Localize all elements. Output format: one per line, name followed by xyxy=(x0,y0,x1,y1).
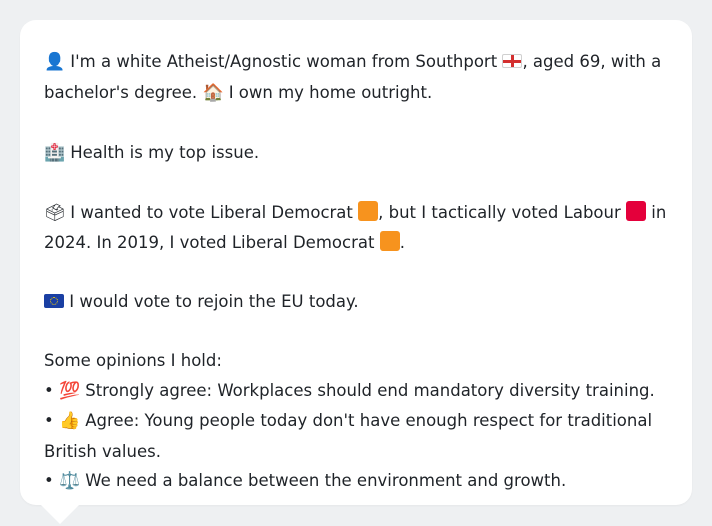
bullet: • xyxy=(44,380,54,400)
vote-text-e: . xyxy=(399,233,405,252)
red-square-icon xyxy=(626,200,647,221)
vote-line-2: 2024. In 2019, I voted Liberal Democrat … xyxy=(44,228,668,258)
demographics-line-1: 👤 I'm a white Atheist/Agnostic woman fro… xyxy=(44,47,668,78)
bullet: • xyxy=(44,411,54,430)
eu-text: I would vote to rejoin the EU today. xyxy=(69,292,359,311)
orange-square-icon xyxy=(358,200,379,221)
orange-square-icon xyxy=(379,231,400,251)
opinion-item-2-cont: British values. xyxy=(44,441,161,461)
opinion-text-2a: Agree: Young people today don't have eno… xyxy=(85,411,653,430)
vote-text-b: , but I tactically voted Labour xyxy=(378,202,621,222)
hundred-points-icon: 💯 xyxy=(58,380,81,401)
vote-text-a: I wanted to vote Liberal Democrat xyxy=(70,202,353,222)
vote-text-c: in xyxy=(651,202,667,222)
demographics-text-a: I'm a white Atheist/Agnostic woman from … xyxy=(70,52,498,71)
balance-scale-icon: ⚖️ xyxy=(58,471,81,491)
ballot-box-icon: 🗳 xyxy=(44,202,66,223)
opinion-item-1: • 💯 Strongly agree: Workplaces should en… xyxy=(44,376,668,407)
vote-line-1: 🗳 I wanted to vote Liberal Democrat , bu… xyxy=(44,198,668,229)
home-ownership-text: I own my home outright. xyxy=(228,82,433,102)
house-icon: 🏠 xyxy=(202,82,224,103)
bullet: • xyxy=(44,471,54,490)
eu-line: I would vote to rejoin the EU today. xyxy=(44,287,668,317)
person-silhouette-icon: 👤 xyxy=(44,52,66,72)
vote-text-d: 2024. In 2019, I voted Liberal Democrat xyxy=(44,233,375,252)
opinion-item-3: • ⚖️ We need a balance between the envir… xyxy=(44,466,668,497)
top-issue-line: 🏥 Health is my top issue. xyxy=(44,138,668,169)
persona-message-bubble: 👤 I'm a white Atheist/Agnostic woman fro… xyxy=(20,20,692,505)
hospital-icon: 🏥 xyxy=(44,142,66,163)
opinion-item-2: • 👍 Agree: Young people today don't have… xyxy=(44,406,668,437)
bubble-tail xyxy=(40,504,80,524)
top-issue-text: Health is my top issue. xyxy=(70,142,260,162)
opinion-text-3: We need a balance between the environmen… xyxy=(85,471,567,490)
england-flag-icon xyxy=(502,54,523,68)
demographics-text-b: , aged 69, with a xyxy=(522,52,662,71)
thumbs-up-icon: 👍 xyxy=(58,411,81,431)
education-text: bachelor's degree. xyxy=(44,82,198,102)
opinions-header: Some opinions I hold: xyxy=(44,351,222,370)
opinion-text-1: Strongly agree: Workplaces should end ma… xyxy=(85,380,655,400)
demographics-line-2: bachelor's degree. 🏠 I own my home outri… xyxy=(44,78,668,109)
eu-flag-icon xyxy=(44,294,64,308)
